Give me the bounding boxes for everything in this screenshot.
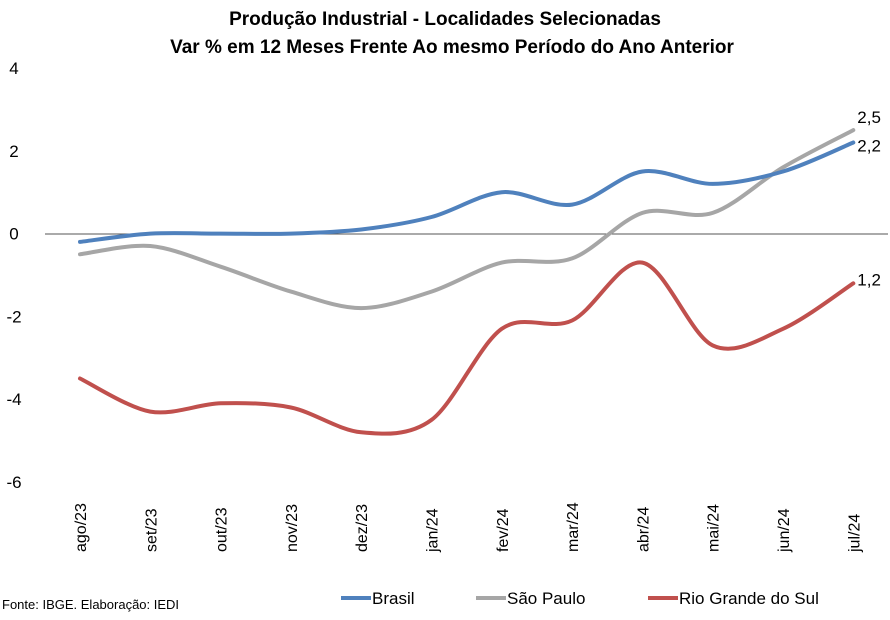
x-tick-label: jan/24 [425, 508, 442, 553]
y-tick-label: -6 [6, 473, 21, 492]
data-label: 1,2 [857, 270, 881, 289]
x-tick-label: ago/23 [73, 503, 90, 552]
y-tick-label: -2 [6, 307, 21, 326]
x-tick-label: jun/24 [776, 508, 793, 553]
legend-label: Rio Grande do Sul [679, 589, 819, 608]
x-tick-label: fev/24 [495, 508, 512, 552]
x-tick-label: abr/24 [635, 507, 652, 552]
legend-label: Brasil [372, 589, 415, 608]
series-line-s-o-paulo [78, 128, 856, 311]
series-line-rio-grande-do-sul [78, 260, 856, 436]
series-line-brasil [78, 140, 856, 244]
chart-subtitle: Var % em 12 Meses Frente Ao mesmo Períod… [170, 37, 734, 58]
x-tick-label: jul/24 [846, 514, 863, 553]
y-tick-label: 4 [9, 59, 18, 78]
x-tick-label: out/23 [214, 507, 231, 552]
x-tick-label: mar/24 [565, 502, 582, 552]
x-tick-label: mai/24 [706, 504, 723, 552]
x-tick-label: dez/23 [354, 504, 371, 552]
series-group: 2,5 2,2 1,2 [78, 108, 881, 436]
y-tick-label: 0 [9, 225, 18, 244]
x-tick-label: set/23 [143, 508, 160, 552]
data-label: 2,2 [857, 137, 881, 156]
chart-title: Produção Industrial - Localidades Seleci… [229, 9, 661, 30]
data-label: 2,5 [857, 108, 881, 127]
y-tick-label: -4 [6, 390, 21, 409]
x-axis: ago/23 set/23 out/23 nov/23 dez/23 jan/24 fev/… [73, 502, 863, 553]
y-axis: 4 2 0 -2 -4 -6 [6, 59, 21, 492]
y-tick-label: 2 [9, 142, 18, 161]
legend-label: São Paulo [507, 589, 585, 608]
x-tick-label: nov/23 [284, 504, 301, 552]
legend: Brasil São Paulo Rio Grande do Sul [341, 589, 819, 608]
source-note: Fonte: IBGE. Elaboração: IEDI [2, 597, 179, 612]
